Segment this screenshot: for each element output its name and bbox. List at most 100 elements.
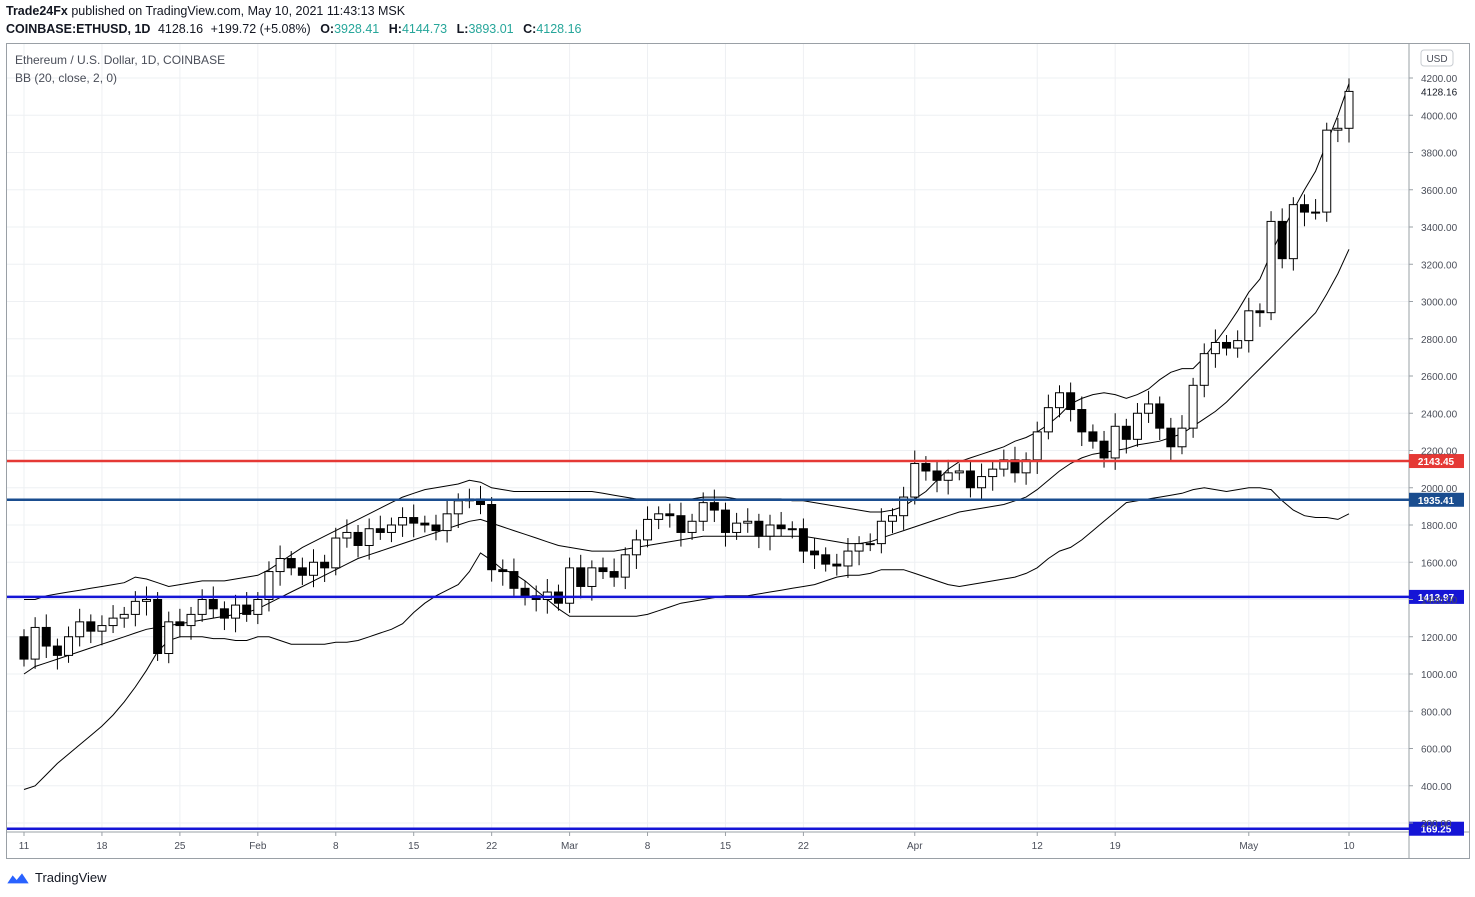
indicator-label: BB (20, close, 2, 0) [15,71,118,85]
candle-body [743,520,753,524]
candle-body [164,621,174,655]
candle-body [64,636,74,656]
open-value: 3928.41 [334,22,380,36]
published-text: published on TradingView.com, May 10, 20… [71,4,406,18]
candle-body [1222,341,1232,349]
candle-body [1032,431,1042,461]
y-tick-label: 2400.00 [1421,409,1458,420]
footer-brand: TradingView [35,870,107,885]
candle-body [308,561,318,576]
y-tick-label: 2200.00 [1421,447,1458,458]
x-tick-label: Apr [907,841,923,852]
candle-body [988,468,998,478]
candle-body [798,528,808,552]
candle-body [375,528,385,533]
candle-body [1344,90,1354,129]
x-tick-label: 8 [645,841,651,852]
high-value: 4144.73 [401,22,448,36]
candle-body [130,600,140,615]
y-tick-label: 2600.00 [1421,372,1458,383]
candle-body [1121,425,1131,440]
candle-body [208,599,218,610]
candle-body [1322,129,1332,213]
y-tick-label: 200.00 [1421,819,1452,830]
symbol-info: COINBASE:ETHUSD, 1D 4128.16 +199.72 (+5.… [6,22,582,36]
candle-body [1144,403,1154,414]
candle-body [353,531,363,546]
candle-body [709,502,719,511]
low-value: 3893.01 [468,22,514,36]
level-price-tag [1409,492,1464,507]
candle-body [30,626,40,660]
x-tick-label: 15 [720,841,732,852]
x-tick-label: Feb [249,841,267,852]
candle-body [186,613,196,627]
x-tick-label: 15 [408,841,420,852]
symbol-label: COINBASE:ETHUSD, 1D [6,22,151,36]
candle-body [1166,427,1176,448]
candle-body [843,550,853,567]
currency-badge-box [1420,49,1454,67]
y-tick-label: 400.00 [1421,782,1452,793]
candle-body [242,604,252,615]
candle-body [1110,425,1120,459]
candle-body [108,617,118,627]
candle-body [364,528,374,546]
candle-body [576,567,586,587]
last-price: 4128.16 [157,22,204,36]
candle-body [832,563,842,567]
y-tick-label: 2000.00 [1421,484,1458,495]
close-label: C: [523,22,537,36]
currency-badge: USD [1426,54,1447,65]
candle-body [965,470,975,489]
candle-body [420,522,430,526]
candle-body [219,608,229,619]
candle-body [1177,427,1187,448]
tradingview-logo-icon [7,872,29,883]
x-tick-label: May [1239,841,1258,852]
publisher-name: Trade24Fx [6,4,68,18]
candle-body [676,515,686,533]
y-tick-label: 1000.00 [1421,670,1458,681]
x-tick-label: 25 [174,841,186,852]
candle-body [498,569,508,573]
candle-body [910,463,920,498]
candle-body [854,543,864,552]
candle-body [665,513,675,517]
x-tick-label: 10 [1343,841,1355,852]
candle-body [1055,392,1065,409]
y-tick-label: 3200.00 [1421,260,1458,271]
candle-body [698,502,708,522]
candle-body [275,558,285,573]
candle-body [19,636,29,660]
candle-body [431,524,441,532]
candle-body [865,543,875,546]
candle-body [899,496,909,517]
candle-body [810,550,820,556]
candle-body [1066,392,1076,411]
candle-body [52,645,62,656]
x-tick-label: 8 [333,841,339,852]
last-price-tag [1410,85,1462,98]
candle-body [765,524,775,537]
publish-info: Trade24Fx published on TradingView.com, … [6,4,405,18]
candle-body [320,561,330,569]
candle-body [776,524,786,530]
y-tick-label: 3000.00 [1421,298,1458,309]
candle-body [732,522,742,533]
candle-body [342,531,352,539]
candle-body [286,558,296,569]
candle-body [598,567,608,573]
x-tick-label: 22 [798,841,810,852]
candle-body [1311,211,1321,214]
candle-body [231,604,241,619]
x-tick-label: 22 [486,841,498,852]
candle-body [119,613,129,619]
candle-body [1333,127,1343,131]
y-tick-label: 800.00 [1421,707,1452,718]
candle-body [453,500,463,515]
last-price-label: 4128.16 [1421,87,1458,98]
candle-body [609,571,619,578]
candle-body [1255,310,1265,314]
